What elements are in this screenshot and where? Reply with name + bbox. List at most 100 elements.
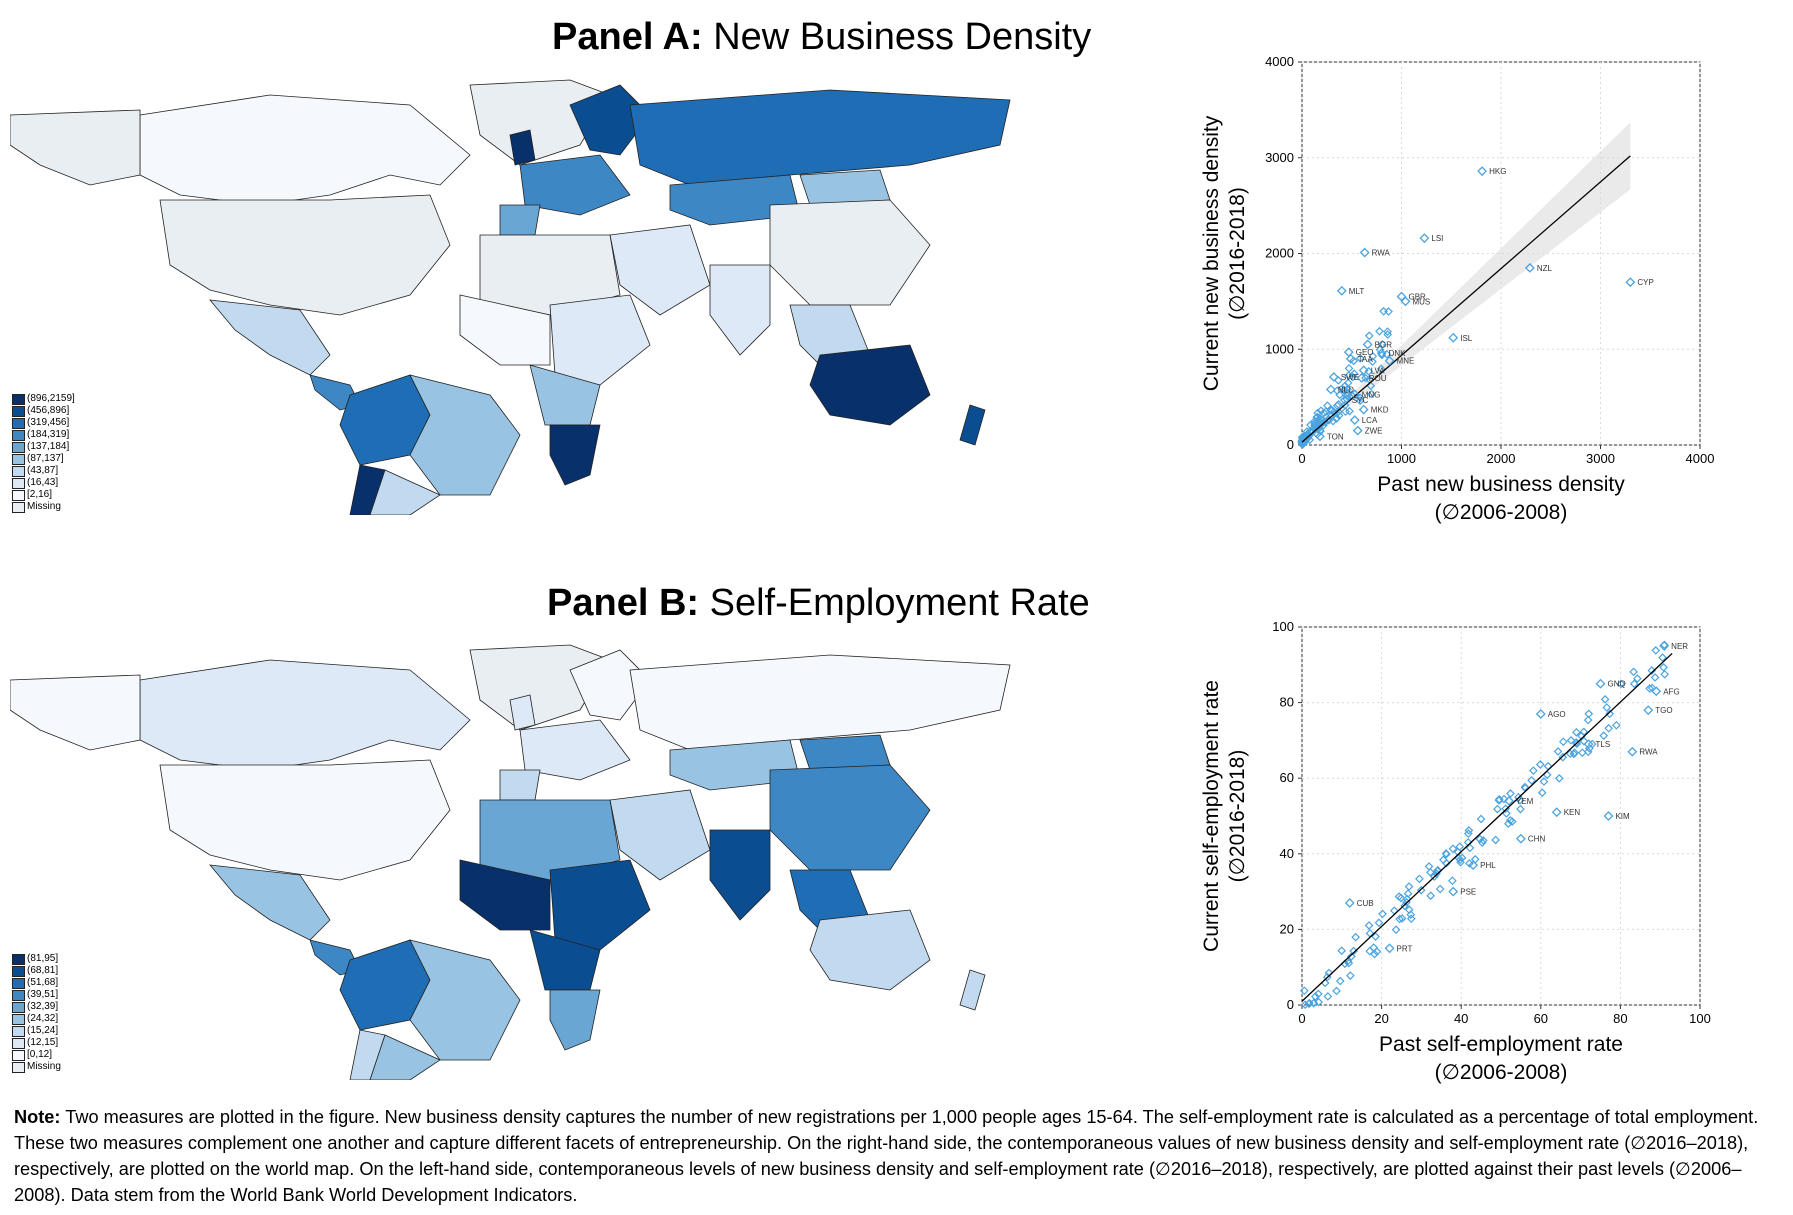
scatter-point	[1316, 416, 1326, 426]
point-label: CHN	[1528, 835, 1546, 844]
scatter-point	[1494, 795, 1504, 804]
panel-a-title-text: New Business Density	[713, 16, 1092, 58]
scatter-point	[1367, 389, 1376, 399]
legend-item: (896,2159]	[12, 393, 75, 405]
point-label: MNE	[1397, 357, 1415, 366]
scatter-point	[1406, 914, 1416, 924]
scatter-point	[1569, 749, 1579, 759]
scatter-point	[1382, 349, 1392, 359]
map-region-east-africa	[549, 859, 651, 951]
legend-panel-b: (81,95] (68,81] (51,68] (39,51] (32,39] …	[12, 953, 61, 1073]
point-label: NLD	[1338, 385, 1354, 394]
scatter-point	[1314, 997, 1323, 1007]
scatter-point	[1395, 914, 1404, 924]
map-region-middle-east	[609, 224, 711, 316]
scatter-point	[1346, 971, 1355, 980]
scatter-point	[1448, 844, 1458, 854]
point-label: NZL	[1537, 264, 1553, 273]
scatter-point	[1337, 946, 1347, 956]
scatter-point	[1345, 406, 1354, 416]
point-label: TLS	[1596, 740, 1611, 749]
point-label: GBR	[1409, 293, 1427, 302]
scatter-point	[1374, 918, 1384, 928]
scatter-point-labeled	[1328, 372, 1339, 382]
legend-item: (51,68]	[12, 977, 61, 989]
y-tick-label: 20	[1280, 921, 1294, 936]
legend-swatch	[12, 989, 25, 1001]
scatter-point-labeled	[1384, 355, 1395, 366]
scatter-point	[1376, 364, 1386, 374]
scatter-point	[1506, 789, 1515, 798]
x-axis-label-period: (∅2006-2008)	[1435, 501, 1568, 524]
legend-item: (184,319]	[12, 429, 75, 441]
legend-label: (184,319]	[27, 429, 70, 440]
map-region-uk	[509, 129, 536, 166]
legend-item: (319,456]	[12, 417, 75, 429]
scatter-point	[1599, 731, 1609, 741]
map-region-west-africa	[459, 294, 551, 366]
scatter-point	[1660, 669, 1670, 679]
scatter-point	[1520, 782, 1530, 792]
scatter-point	[1349, 369, 1359, 379]
scatter-point	[1572, 728, 1581, 737]
point-label: ZWE	[1365, 427, 1383, 436]
x-tick-label: 40	[1454, 1011, 1468, 1026]
scatter-point	[1332, 986, 1341, 996]
legend-swatch	[12, 953, 25, 965]
y-tick-label: 4000	[1265, 54, 1294, 69]
point-label: MUS	[1412, 297, 1430, 306]
y-tick-label: 0	[1287, 437, 1294, 452]
scatter-point-labeled	[1344, 898, 1355, 908]
point-label: YEM	[1516, 797, 1534, 806]
legend-label: [0,12]	[27, 1049, 53, 1060]
scatter-point	[1658, 653, 1667, 662]
scatter-point-labeled	[1625, 277, 1636, 288]
legend-label: (32,39]	[27, 1001, 59, 1012]
map-region-russia	[629, 654, 1011, 751]
note-text: Two measures are plotted in the figure. …	[14, 1107, 1759, 1205]
y-tick-label: 0	[1287, 997, 1294, 1012]
legend-swatch	[12, 429, 25, 441]
y-axis-label: Current self-employment rate	[1200, 680, 1223, 952]
scatter-self-employment-rate: 0 20 40 60 80 100 0 20 40 60 80 100 NER GNQ AFG AGO TGO R…	[1200, 619, 1711, 1084]
legend-panel-a: (896,2159] (456,896] (319,456] (184,319]…	[12, 393, 75, 513]
scatter-point	[1306, 420, 1315, 430]
scatter-point	[1403, 889, 1413, 898]
scatter-point	[1416, 885, 1426, 895]
scatter-point-labeled	[1448, 332, 1459, 343]
legend-label: (51,68]	[27, 977, 59, 988]
map-region-argentina	[369, 1034, 441, 1080]
panel-b-title: Panel B: Self-Employment Rate	[547, 582, 1090, 625]
legend-swatch	[12, 417, 25, 429]
scatter-point	[1579, 736, 1589, 746]
map-region-kazakhstan	[669, 739, 801, 791]
scatter-point	[1426, 891, 1436, 901]
scatter-point	[1355, 393, 1365, 403]
scatter-point	[1400, 901, 1409, 911]
x-tick-label: 0	[1298, 1011, 1305, 1026]
scatter-point	[1334, 411, 1344, 420]
x-tick-label: 2000	[1487, 451, 1516, 466]
scatter-point-labeled	[1468, 860, 1479, 871]
legend-label: (319,456]	[27, 417, 70, 428]
scatter-point	[1346, 952, 1356, 961]
scatter-point	[1334, 400, 1343, 409]
scatter-point	[1368, 357, 1377, 367]
legend-swatch	[12, 1037, 25, 1049]
scatter-point-labeled	[1583, 739, 1594, 750]
scatter-point	[1349, 356, 1359, 366]
scatter-point-labeled	[1358, 404, 1369, 415]
scatter-point	[1650, 673, 1660, 682]
y-axis-label: Current new business density	[1200, 115, 1223, 391]
map-region-east-africa	[549, 294, 651, 386]
scatter-point	[1554, 773, 1564, 783]
point-label: TON	[1327, 432, 1344, 441]
x-axis-label: Past self-employment rate	[1379, 1033, 1623, 1056]
scatter-point-labeled	[1325, 384, 1336, 395]
scatter-point	[1300, 1000, 1310, 1010]
scatter-point	[1604, 723, 1614, 733]
scatter-point	[1371, 932, 1380, 941]
point-label: SYC	[1352, 396, 1369, 405]
scatter-point	[1364, 331, 1374, 341]
scatter-point	[1299, 986, 1309, 996]
